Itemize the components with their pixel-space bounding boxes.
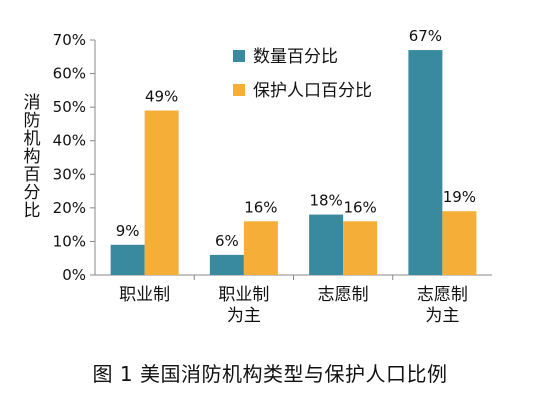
bar-count: [209, 254, 244, 275]
bar-population: [243, 221, 278, 275]
y-tick-label: 50%: [53, 98, 86, 116]
legend-swatch: [233, 50, 245, 62]
y-tick-label: 70%: [53, 31, 86, 49]
bar-population: [144, 110, 179, 275]
legend-swatch: [233, 84, 245, 96]
bar-count: [110, 244, 145, 275]
data-label: 16%: [244, 198, 277, 216]
y-tick-label: 40%: [53, 132, 86, 150]
legend-label: 数量百分比: [253, 47, 338, 67]
y-axis-title: 消防机构百分比: [23, 93, 41, 221]
y-tick-label: 30%: [53, 165, 86, 183]
data-label: 16%: [343, 198, 376, 216]
figure-caption: 图 1 美国消防机构类型与保护人口比例: [92, 362, 448, 386]
bar-population: [343, 221, 378, 275]
legend-label: 保护人口百分比: [253, 81, 372, 101]
x-tick-label: 为主: [425, 306, 459, 326]
x-tick-label: 职业制: [119, 285, 170, 305]
x-tick-label: 职业制: [218, 285, 269, 305]
data-label: 49%: [145, 88, 178, 106]
bar-chart: 0%10%20%30%40%50%60%70% 9%49%6%16% 18% 16%…: [53, 27, 492, 326]
y-axis-ticks: 0% 10% 20% 30% 40% 50% 60% 70%: [53, 31, 95, 284]
x-tick-label: 志愿制: [318, 285, 369, 305]
data-label: 18%: [309, 192, 342, 210]
y-tick-label: 10%: [53, 232, 86, 250]
y-tick-label: 20%: [53, 199, 86, 217]
y-tick-label: 60%: [53, 65, 86, 83]
data-label: 67%: [409, 27, 442, 45]
bar-population: [442, 211, 477, 275]
x-tick-label: 为主: [227, 306, 261, 326]
bar-count: [408, 50, 443, 276]
x-tick-label: 志愿制: [417, 285, 468, 305]
data-label: 9%: [116, 222, 140, 240]
data-label: 19%: [443, 188, 476, 206]
data-label: 6%: [215, 232, 239, 250]
bar-groups: 9%49%6%16% 18% 16%67%19%: [110, 27, 477, 276]
bar-count: [309, 214, 344, 275]
y-tick-label: 0%: [62, 266, 86, 284]
